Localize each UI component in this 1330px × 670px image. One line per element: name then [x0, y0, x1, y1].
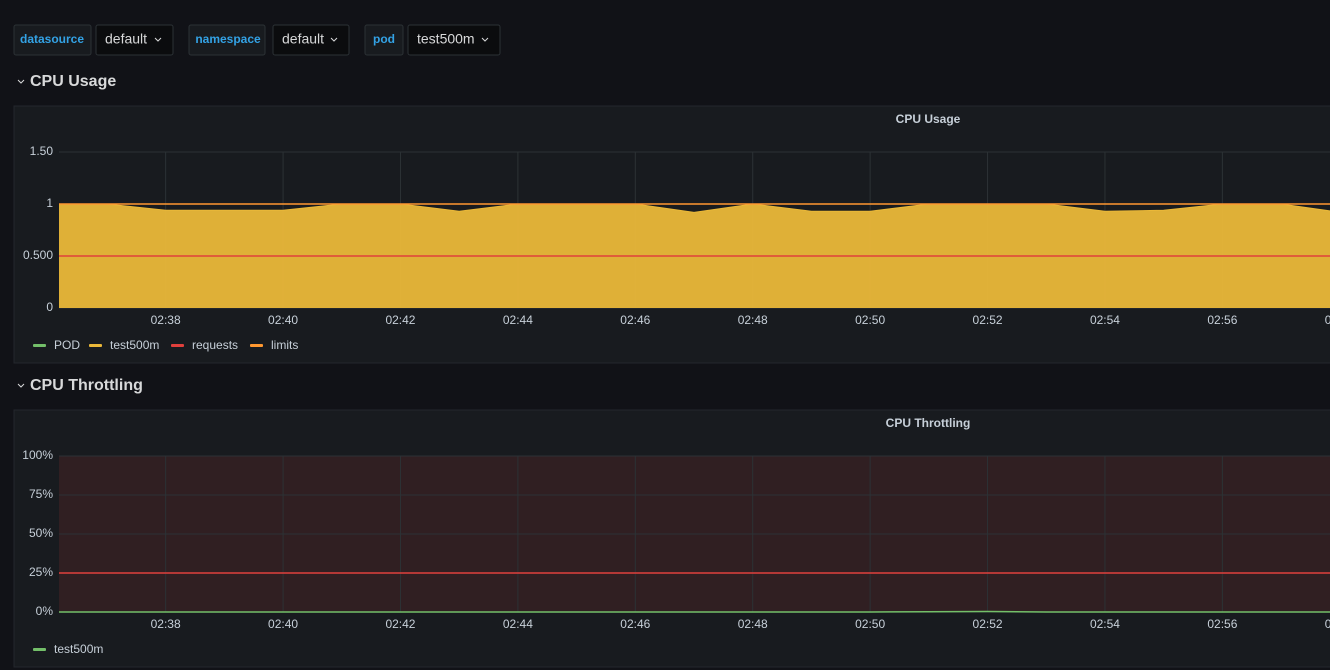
x-tick-label: 02:38 [151, 313, 181, 327]
variable-label: namespace [195, 32, 261, 46]
row-chevron[interactable] [17, 79, 25, 84]
row-chevron[interactable] [17, 383, 25, 388]
x-tick-label: 02:40 [268, 313, 298, 327]
chevron [330, 37, 338, 42]
x-tick-label: 02:48 [738, 617, 768, 631]
legend-label: test500m [54, 642, 103, 656]
x-tick-label: 02:54 [1090, 313, 1120, 327]
x-tick-label: 02:56 [1207, 617, 1237, 631]
variable-label-box [13, 24, 92, 56]
panel-title: CPU Usage [896, 112, 961, 126]
x-tick-label: 02:40 [268, 617, 298, 631]
variable-value[interactable]: default [282, 31, 324, 47]
plot-area [59, 203, 1330, 308]
y-tick-label: 0% [36, 604, 54, 618]
variable-label: pod [373, 32, 395, 46]
legend-swatch [33, 648, 46, 651]
x-tick-label: 02:46 [620, 313, 650, 327]
chevron [481, 37, 489, 42]
x-tick-label: 02:38 [151, 617, 181, 631]
legend-swatch [89, 344, 102, 347]
y-tick-label: 100% [22, 448, 53, 462]
row-title[interactable]: CPU Usage [30, 73, 116, 90]
variable-label-box [188, 24, 266, 56]
variable-select[interactable] [407, 24, 501, 56]
y-tick-label: 1.50 [30, 144, 54, 158]
legend-label: limits [271, 338, 298, 352]
row-title[interactable]: CPU Throttling [30, 377, 143, 394]
x-tick-label: 02:44 [503, 313, 533, 327]
legend-label: requests [192, 338, 238, 352]
x-tick-label: 02:50 [855, 617, 885, 631]
y-tick-label: 25% [29, 565, 53, 579]
variable-label: datasource [20, 32, 84, 46]
variable-value[interactable]: default [105, 31, 147, 47]
x-tick-label: 02:52 [973, 617, 1003, 631]
legend-label: test500m [110, 338, 159, 352]
y-tick-label: 0.500 [23, 248, 53, 262]
legend-swatch [171, 344, 184, 347]
variable-select[interactable] [272, 24, 350, 56]
x-tick-label: 02:58 [1325, 313, 1330, 327]
x-tick-label: 02:46 [620, 617, 650, 631]
y-tick-label: 75% [29, 487, 53, 501]
variable-select[interactable] [95, 24, 174, 56]
chevron [154, 37, 162, 42]
panel-title: CPU Throttling [886, 416, 971, 430]
y-tick-label: 50% [29, 526, 53, 540]
x-tick-label: 02:42 [385, 313, 415, 327]
variable-value[interactable]: test500m [417, 31, 475, 47]
x-tick-label: 02:56 [1207, 313, 1237, 327]
x-tick-label: 02:58 [1325, 617, 1330, 631]
x-tick-label: 02:54 [1090, 617, 1120, 631]
legend-swatch [33, 344, 46, 347]
series-line [59, 203, 1330, 213]
y-tick-label: 0 [46, 300, 53, 314]
x-tick-label: 02:48 [738, 313, 768, 327]
legend-swatch [250, 344, 263, 347]
variable-label-box [364, 24, 404, 56]
x-tick-label: 02:44 [503, 617, 533, 631]
x-tick-label: 02:52 [973, 313, 1003, 327]
legend-label: POD [54, 338, 80, 352]
y-tick-label: 1 [46, 196, 53, 210]
x-tick-label: 02:50 [855, 313, 885, 327]
x-tick-label: 02:42 [385, 617, 415, 631]
panel [13, 409, 1330, 668]
